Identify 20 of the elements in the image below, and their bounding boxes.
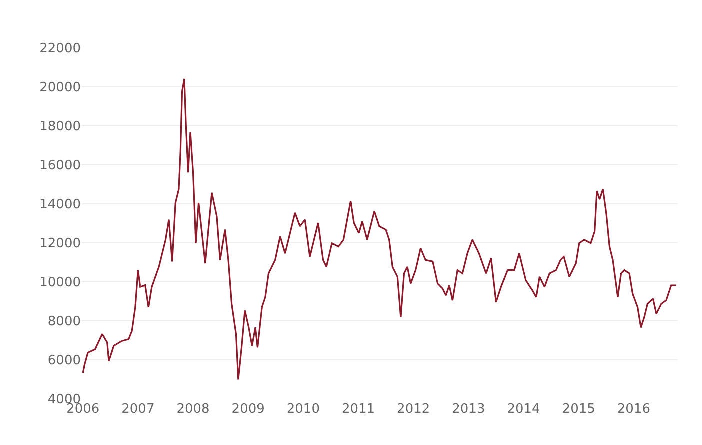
x-tick-label: 2013 — [452, 402, 486, 417]
y-tick-label: 6000 — [48, 354, 81, 369]
y-tick-label: 10000 — [40, 276, 81, 291]
y-tick-label: 12000 — [40, 236, 81, 252]
x-tick-label: 2015 — [562, 402, 596, 417]
x-tick-label: 2016 — [617, 402, 650, 417]
x-tick-label: 2007 — [122, 402, 155, 417]
x-tick-label: 2012 — [397, 402, 430, 417]
y-tick-label: 16000 — [40, 158, 81, 174]
y-tick-label: 18000 — [40, 120, 81, 135]
line-series — [82, 78, 678, 380]
y-tick-label: 14000 — [40, 198, 81, 213]
y-tick-label: 22000 — [40, 42, 81, 57]
y-tick-label: 8000 — [48, 314, 81, 330]
x-tick-label: 2014 — [507, 402, 540, 417]
x-tick-label: 2008 — [176, 402, 210, 417]
x-tick-label: 2010 — [286, 402, 320, 417]
y-tick-label: 20000 — [40, 80, 81, 96]
x-tick-label: 2011 — [342, 402, 376, 417]
x-tick-label: 2009 — [232, 402, 265, 417]
